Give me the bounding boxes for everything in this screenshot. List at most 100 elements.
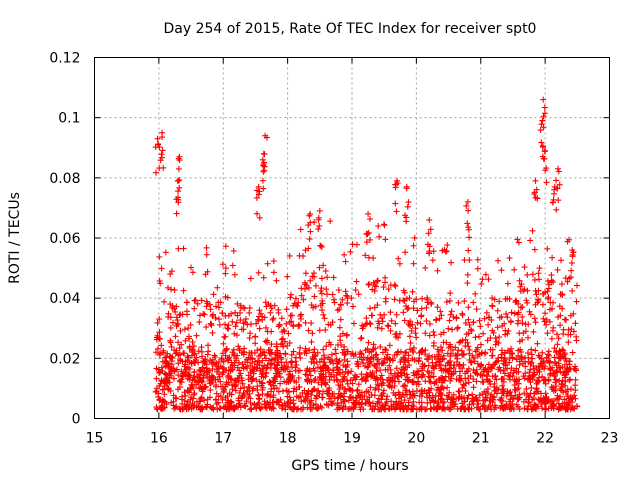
data-point: [423, 406, 430, 413]
data-point: [485, 361, 492, 368]
data-point: [565, 368, 572, 375]
data-point: [235, 397, 242, 404]
data-point: [527, 403, 534, 410]
data-point: [153, 385, 160, 392]
data-point: [304, 393, 311, 400]
data-point: [279, 402, 286, 409]
data-point: [254, 401, 261, 408]
data-point: [556, 377, 563, 384]
data-point: [571, 405, 578, 412]
data-point: [434, 405, 441, 412]
data-point: [566, 377, 573, 384]
data-point: [392, 392, 399, 399]
data-point: [161, 398, 168, 405]
data-point: [153, 375, 160, 382]
data-point: [178, 393, 185, 400]
data-point: [380, 359, 387, 366]
data-point: [562, 382, 569, 389]
data-point: [491, 384, 498, 391]
data-point: [185, 354, 192, 361]
data-point: [526, 372, 533, 379]
data-point: [418, 388, 425, 395]
data-point: [379, 393, 386, 400]
data-point: [406, 388, 413, 395]
data-point: [497, 405, 504, 412]
data-point: [383, 396, 390, 403]
data-point: [561, 396, 568, 403]
data-point: [247, 362, 254, 369]
data-point: [274, 347, 281, 354]
data-point: [422, 347, 429, 354]
data-point: [259, 391, 266, 398]
data-point: [509, 373, 516, 380]
data-point: [395, 348, 402, 355]
data-point: [366, 349, 373, 356]
data-point: [469, 391, 476, 398]
data-point: [356, 404, 363, 411]
data-point: [460, 361, 467, 368]
data-point: [255, 392, 262, 399]
data-point: [326, 356, 333, 363]
data-point: [222, 352, 229, 359]
data-point: [236, 400, 243, 407]
data-point: [443, 298, 450, 305]
data-point: [306, 368, 313, 375]
data-point: [406, 395, 413, 402]
data-point: [456, 372, 463, 379]
data-point: [438, 395, 445, 402]
data-point: [567, 386, 574, 393]
data-point: [191, 368, 198, 375]
data-point: [340, 396, 347, 403]
data-point: [401, 397, 408, 404]
data-point: [542, 406, 549, 413]
data-point: [410, 392, 417, 399]
data-point: [305, 327, 312, 334]
data-point: [497, 396, 504, 403]
data-point: [442, 373, 449, 380]
data-point: [320, 388, 327, 395]
data-point: [473, 404, 480, 411]
data-point: [220, 389, 227, 396]
data-point: [438, 367, 445, 374]
data-point: [336, 404, 343, 411]
data-point: [339, 369, 346, 376]
data-point: [399, 391, 406, 398]
data-point: [257, 405, 264, 412]
data-point: [480, 368, 487, 375]
data-point: [387, 357, 394, 364]
data-point: [523, 385, 530, 392]
data-point: [343, 388, 350, 395]
data-point: [426, 378, 433, 385]
data-point: [567, 376, 574, 383]
data-point: [168, 355, 175, 362]
data-point: [307, 406, 314, 413]
data-point: [286, 394, 293, 401]
data-point: [399, 402, 406, 409]
data-point: [253, 365, 260, 372]
data-point: [510, 395, 517, 402]
data-point: [338, 399, 345, 406]
data-point: [230, 381, 237, 388]
data-point: [272, 365, 279, 372]
data-point: [188, 385, 195, 392]
data-point: [222, 383, 229, 390]
data-point: [461, 382, 468, 389]
data-point: [347, 377, 354, 384]
data-point: [484, 386, 491, 393]
data-point: [315, 379, 322, 386]
data-point: [444, 404, 451, 411]
data-point: [270, 392, 277, 399]
data-point: [405, 352, 412, 359]
data-point: [450, 391, 457, 398]
data-point: [499, 398, 506, 405]
data-point: [314, 387, 321, 394]
data-point: [539, 349, 546, 356]
data-point: [173, 366, 180, 373]
data-point: [366, 394, 373, 401]
data-point: [507, 388, 514, 395]
data-point: [450, 396, 457, 403]
data-point: [462, 387, 469, 394]
data-point: [474, 360, 481, 367]
data-point: [201, 397, 208, 404]
data-point: [344, 380, 351, 387]
